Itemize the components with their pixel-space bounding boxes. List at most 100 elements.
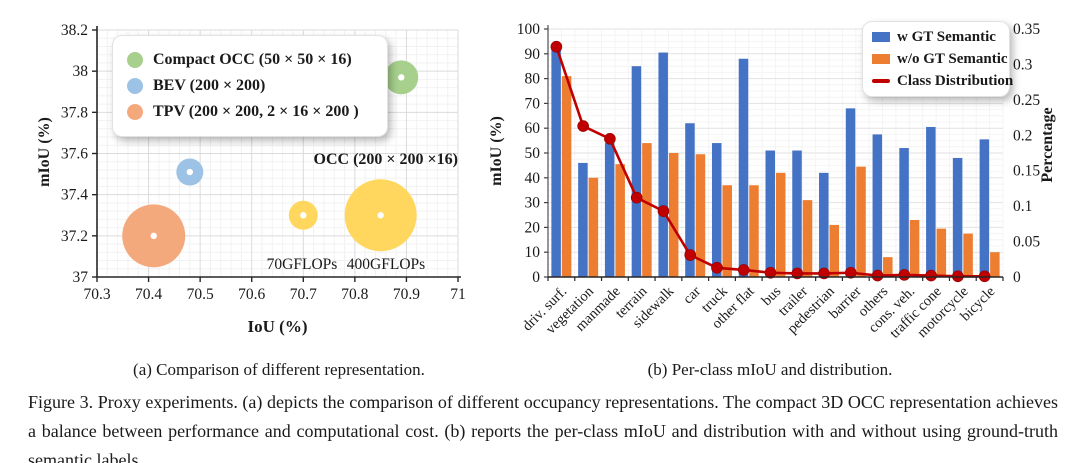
class-distribution-marker-driv. surf.	[550, 40, 563, 53]
class-distribution-marker-truck	[711, 261, 723, 274]
class-distribution-marker-car	[684, 249, 697, 261]
bar-w-gt-manmade	[604, 143, 615, 277]
tick-label: 50	[525, 145, 541, 162]
compact-occ-swatch-icon	[127, 52, 143, 68]
class-distribution-marker-sidewalk	[657, 205, 670, 217]
figure-caption: Figure 3. Proxy experiments. (a) depicts…	[28, 392, 1058, 463]
legend-item-tpv: TPV (200 × 200, 2 × 16 × 200 )	[127, 103, 373, 121]
tick-label: 0.15	[1013, 163, 1040, 180]
bar-w-gt-barrier	[845, 108, 856, 277]
tick-label: 80	[525, 71, 541, 88]
tick-label: 0.25	[1013, 92, 1040, 109]
bar-wo-gt-truck	[722, 185, 732, 277]
tick-label: 20	[525, 219, 541, 236]
tick-label: 0.35	[1013, 21, 1040, 38]
tick-label: 37.8	[61, 104, 88, 121]
tick-label: 70.7	[290, 286, 317, 303]
bar-w-gt-other flat	[738, 58, 749, 278]
bar-w-gt-vegetation	[578, 162, 588, 277]
tick-label: 70.8	[341, 286, 368, 303]
bar-w-gt-bus	[765, 150, 775, 277]
flops-annotation-400: 400GFLOPs	[346, 256, 426, 273]
bar-wo-gt-manmade	[615, 164, 625, 277]
bar-w-gt-pedestrian	[819, 172, 829, 277]
tick-label: 40	[525, 170, 541, 187]
bar-wo-gt-others	[883, 257, 893, 277]
bar-wo-gt-bicycle	[990, 252, 1000, 277]
chart-b-right-axis-title: Percentage	[1039, 107, 1056, 183]
bar-wo-gt-cons. veh.	[909, 219, 920, 277]
bar-wo-gt-terrain	[642, 143, 652, 277]
tick-label: 100	[517, 21, 541, 38]
tick-label: 70.4	[135, 286, 162, 303]
legend-item-w-gt: w GT Semantic	[872, 29, 1000, 46]
class-distribution-marker-bus	[764, 266, 777, 279]
legend-item-label: Compact OCC (50 × 50 × 16)	[153, 51, 352, 68]
chart-b-legend: w GT Semantic w/o GT Semantic Class Dist…	[862, 21, 1014, 97]
bar-wo-gt-pedestrian	[829, 224, 840, 277]
tick-label: 70.9	[393, 286, 420, 303]
class-distribution-marker-cons. veh.	[898, 269, 911, 281]
tick-label: 71	[450, 286, 466, 303]
occ-series-annotation: OCC (200 × 200 ×16)	[313, 151, 458, 168]
legend-item-label: BEV (200 × 200)	[153, 77, 266, 94]
class-distribution-marker-manmade	[604, 133, 616, 145]
tick-label: 0.3	[1013, 56, 1033, 73]
legend-item-compact-occ: Compact OCC (50 × 50 × 16)	[127, 51, 373, 69]
class-distribution-marker-traffic cone	[925, 269, 937, 282]
bar-wo-gt-vegetation	[588, 177, 599, 277]
class-distribution-marker-terrain	[630, 191, 643, 204]
tick-label: 0	[532, 269, 540, 286]
class-distribution-marker-other flat	[737, 264, 750, 276]
class-distribution-marker-barrier	[844, 266, 857, 279]
bar-w-gt-others	[872, 134, 883, 277]
bar-wo-gt-car	[695, 154, 706, 277]
bar-wo-gt-barrier	[856, 166, 866, 277]
bar-w-gt-traffic cone	[926, 126, 936, 278]
bar-wo-gt-trailer	[802, 200, 813, 277]
bar-wo-gt-bus	[776, 172, 786, 277]
chart-a-representation-comparison: 37 37.2 37.4 37.6 37.8 38 38.2 70.3 70.4 70.5 70.6…	[61, 22, 466, 303]
subcaption-b: (b) Per-class mIoU and distribution.	[647, 360, 893, 379]
chart-a-x-axis-title: IoU (%)	[247, 317, 308, 336]
tick-label: 37.2	[61, 228, 88, 245]
bar-w-gt-car	[685, 123, 695, 278]
tick-label: 0.2	[1013, 127, 1032, 144]
wo-gt-swatch-icon	[872, 54, 890, 64]
tick-label: 10	[525, 244, 541, 261]
tick-label: 38.2	[61, 22, 88, 39]
tick-label: 60	[525, 120, 541, 137]
bar-wo-gt-motorcycle	[963, 233, 973, 277]
bar-wo-gt-other flat	[749, 185, 759, 277]
class-distribution-marker-others	[871, 269, 884, 282]
bubble-center-dot	[186, 168, 194, 176]
tick-label: 37.4	[61, 187, 88, 204]
subcaption-a: (a) Comparison of different representati…	[133, 360, 425, 379]
bar-w-gt-cons. veh.	[899, 148, 909, 277]
tick-label: 70.5	[187, 286, 214, 303]
bubble-center-dot	[377, 212, 384, 219]
tick-label: 0.1	[1013, 198, 1032, 215]
bar-w-gt-motorcycle	[952, 157, 963, 277]
tick-label: 90	[525, 46, 541, 63]
flops-annotation-70: 70GFLOPs	[266, 256, 338, 273]
class-distribution-line-icon	[872, 79, 890, 83]
bar-w-gt-sidewalk	[658, 52, 668, 278]
legend-item-wo-gt: w/o GT Semantic	[872, 51, 1008, 68]
bev-swatch-icon	[127, 78, 143, 94]
chart-b-left-axis-title: mIoU (%)	[488, 116, 505, 186]
legend-item-label: TPV (200 × 200, 2 × 16 × 200 )	[153, 103, 359, 120]
legend-item-label: Class Distribution	[897, 72, 1014, 89]
bar-w-gt-terrain	[631, 66, 642, 277]
tick-label: 70.6	[238, 286, 265, 303]
legend-item-bev: BEV (200 × 200)	[127, 77, 373, 95]
bubble-center-dot	[300, 212, 307, 219]
bar-wo-gt-driv. surf.	[561, 76, 572, 278]
class-distribution-marker-vegetation	[577, 120, 589, 132]
bar-w-gt-driv. surf.	[551, 46, 561, 277]
tpv-swatch-icon	[127, 104, 143, 120]
tick-label: 0	[1013, 269, 1021, 286]
tick-label: 0.05	[1013, 234, 1040, 251]
tick-label: 38	[73, 63, 89, 80]
